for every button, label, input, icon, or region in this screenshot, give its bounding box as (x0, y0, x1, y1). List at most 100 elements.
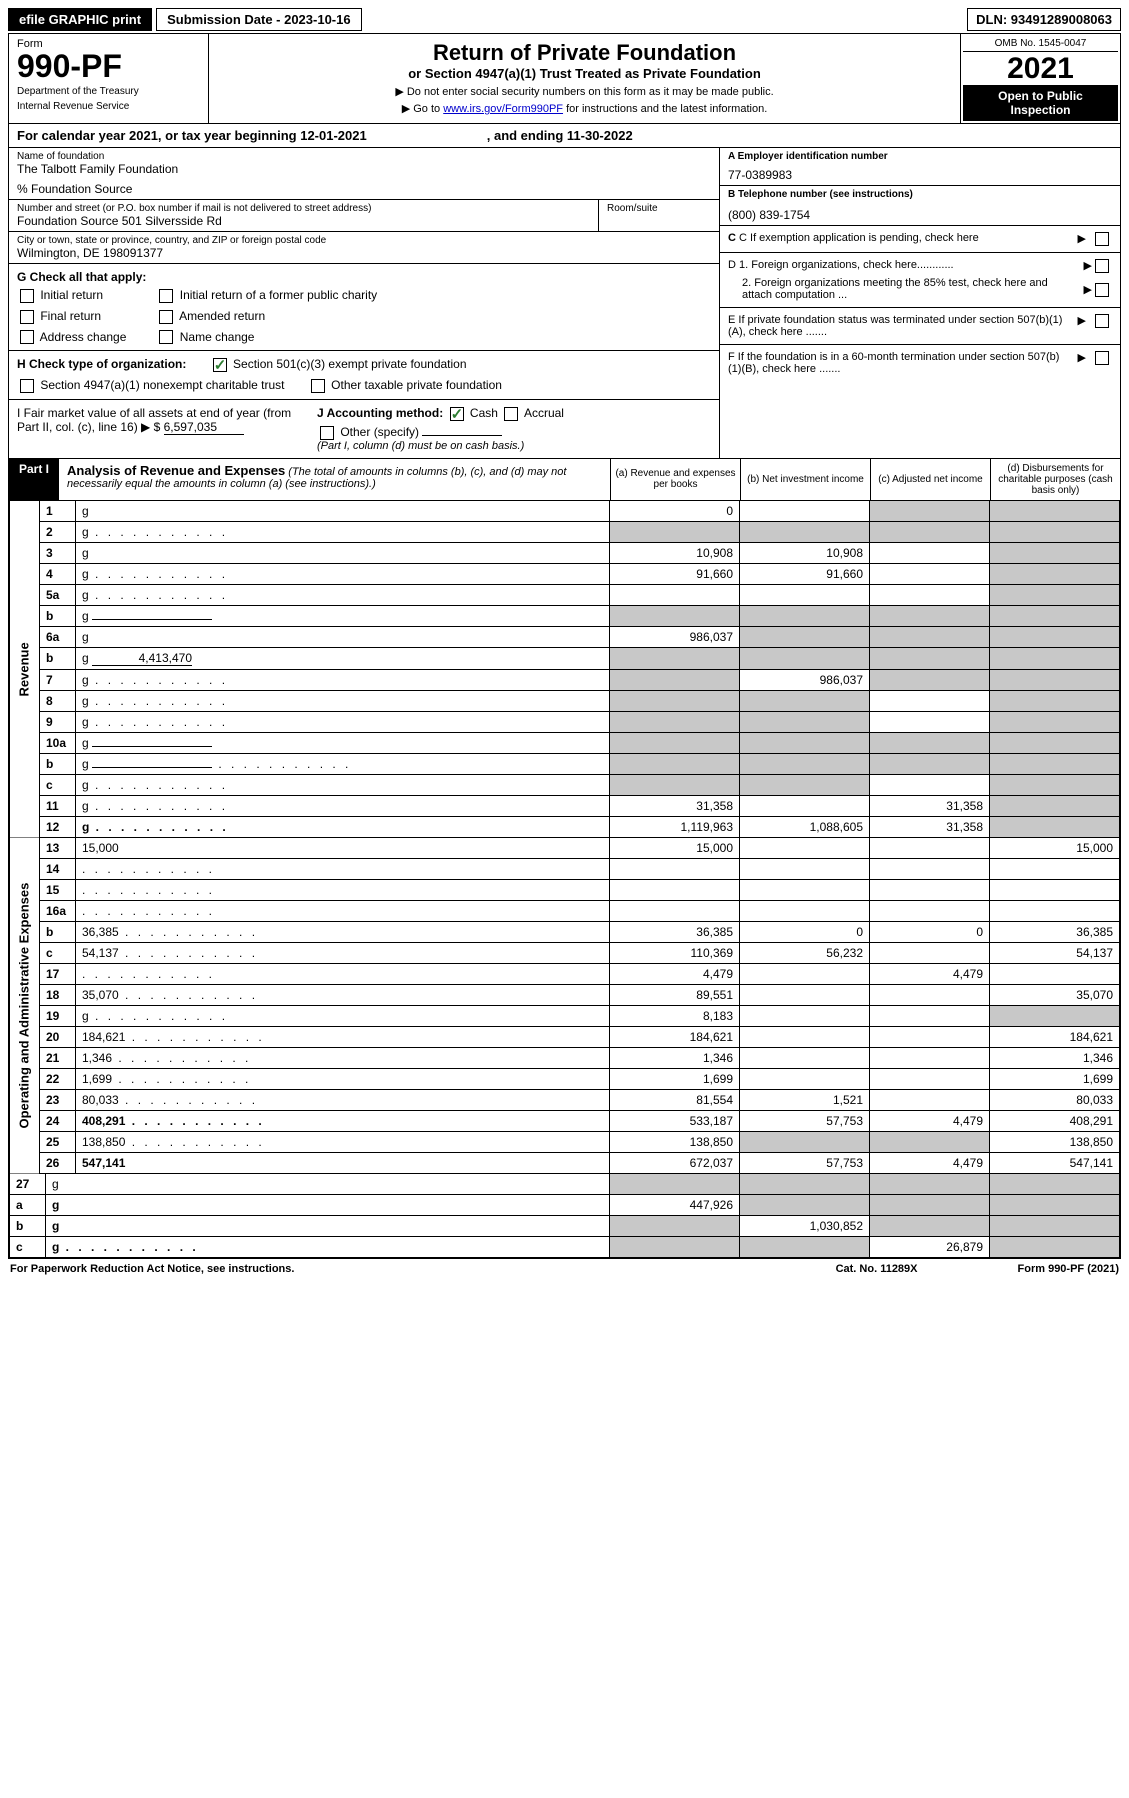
checkbox-d2[interactable] (1095, 283, 1109, 297)
cell-grey (990, 501, 1120, 522)
j-block: J Accounting method: Cash Accrual Other … (297, 406, 711, 452)
cell-value (870, 838, 990, 859)
checkbox-4947[interactable] (20, 379, 34, 393)
line-number: 15 (40, 879, 76, 900)
cell-value: 0 (740, 921, 870, 942)
cell-value: 1,346 (610, 1047, 740, 1068)
part1-title: Analysis of Revenue and Expenses (67, 463, 285, 478)
name-label: Name of foundation (17, 151, 711, 162)
form-link[interactable]: www.irs.gov/Form990PF (443, 103, 563, 115)
ein-label: A Employer identification number (728, 151, 888, 162)
checkbox-f[interactable] (1095, 351, 1109, 365)
cell-value (740, 1047, 870, 1068)
cell-value (610, 584, 740, 605)
line-number: b (10, 1215, 46, 1236)
cell-grey (990, 753, 1120, 774)
checkbox-d1[interactable] (1095, 259, 1109, 273)
cell-value: 35,070 (990, 984, 1120, 1005)
checkbox-address[interactable] (20, 330, 34, 344)
checkbox-c[interactable] (1095, 232, 1109, 246)
tax-year: 2021 (963, 52, 1118, 85)
open-line2: Inspection (965, 103, 1116, 117)
checkbox-cash[interactable] (450, 407, 464, 421)
g-opt-3: Amended return (179, 309, 265, 323)
cell-value: 31,358 (870, 795, 990, 816)
cell-value: 447,926 (610, 1194, 740, 1215)
checkbox-amended[interactable] (159, 310, 173, 324)
cell-value: 1,030,852 (740, 1215, 870, 1236)
cell-grey (740, 1131, 870, 1152)
cell-value: 89,551 (610, 984, 740, 1005)
j-other: Other (specify) (340, 425, 419, 439)
cell-value: 36,385 (610, 921, 740, 942)
form-header: Form 990-PF Department of the Treasury I… (9, 34, 1120, 124)
cell-grey (610, 521, 740, 542)
line-desc: 80,033 (76, 1089, 610, 1110)
cell-grey (870, 521, 990, 542)
line-desc: g (76, 542, 610, 563)
cell-grey (870, 1215, 990, 1236)
cell-grey (610, 605, 740, 626)
cell-grey (740, 605, 870, 626)
cell-value: 81,554 (610, 1089, 740, 1110)
cell-value: 110,369 (610, 942, 740, 963)
cell-grey (610, 753, 740, 774)
cell-grey (870, 626, 990, 647)
form-subtitle: or Section 4947(a)(1) Trust Treated as P… (215, 66, 954, 81)
cell-grey (740, 1236, 870, 1257)
line-desc: g (76, 711, 610, 732)
cell-grey (990, 669, 1120, 690)
checkbox-other-taxable[interactable] (311, 379, 325, 393)
cell-value (740, 584, 870, 605)
cell-grey (610, 690, 740, 711)
line-number: c (10, 1236, 46, 1257)
dept-treasury: Department of the Treasury (17, 86, 200, 97)
checkbox-final[interactable] (20, 310, 34, 324)
cell-value (990, 858, 1120, 879)
line-desc: g (76, 774, 610, 795)
cell-grey (740, 1174, 870, 1195)
h-section: H Check type of organization: Section 50… (9, 351, 719, 400)
cell-grey (990, 521, 1120, 542)
entity-left: Name of foundation The Talbott Family Fo… (9, 148, 720, 458)
efile-print-button[interactable]: efile GRAPHIC print (8, 8, 152, 31)
cell-grey (990, 816, 1120, 837)
cell-grey (740, 753, 870, 774)
table-row: c54,137110,36956,23254,137 (10, 942, 1120, 963)
line-number: 20 (40, 1026, 76, 1047)
checkbox-initial[interactable] (20, 289, 34, 303)
line-desc: g (76, 501, 610, 522)
cell-grey (740, 711, 870, 732)
c-text: C If exemption application is pending, c… (739, 232, 979, 244)
j-cash: Cash (470, 406, 498, 420)
g-opt-0: Initial return (40, 288, 103, 302)
cell-grey (610, 774, 740, 795)
cell-value (870, 1047, 990, 1068)
table-row: 14 (10, 858, 1120, 879)
cell-grey (610, 1174, 740, 1195)
line-number: 13 (40, 838, 76, 859)
cell-grey (990, 563, 1120, 584)
checkbox-name[interactable] (159, 330, 173, 344)
line-desc: 54,137 (76, 942, 610, 963)
table-row: 174,4794,479 (10, 963, 1120, 984)
line-number: 17 (40, 963, 76, 984)
checkbox-accrual[interactable] (504, 407, 518, 421)
cell-value (870, 1089, 990, 1110)
cell-grey (870, 1194, 990, 1215)
cell-grey (610, 1236, 740, 1257)
phone-cell: B Telephone number (see instructions) (8… (720, 186, 1120, 226)
line-desc: g (46, 1236, 610, 1257)
checkbox-other-method[interactable] (320, 426, 334, 440)
submission-date-button[interactable]: Submission Date - 2023-10-16 (156, 8, 362, 31)
line-number: b (40, 605, 76, 626)
arrow-icon-e: ▶ (1078, 314, 1086, 327)
cell-grey (990, 774, 1120, 795)
cell-value (740, 838, 870, 859)
cell-value (870, 711, 990, 732)
c-item: C C If exemption application is pending,… (720, 226, 1120, 253)
checkbox-501c3[interactable] (213, 358, 227, 372)
line-desc: g (76, 605, 610, 626)
checkbox-e[interactable] (1095, 314, 1109, 328)
checkbox-initial-former[interactable] (159, 289, 173, 303)
